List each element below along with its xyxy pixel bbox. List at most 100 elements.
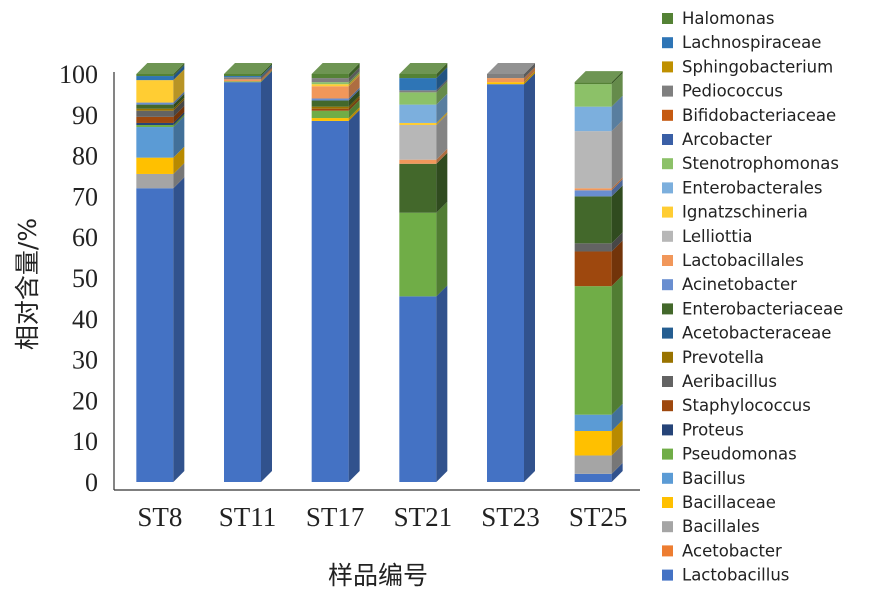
bar-stack (574, 71, 623, 482)
bar-segment (136, 97, 185, 111)
bar-segment (224, 63, 272, 77)
legend-swatch (662, 13, 673, 24)
legend-label: Staphylococcus (682, 396, 811, 415)
bar-segment (311, 87, 360, 101)
legend-swatch (662, 182, 673, 194)
bar-segment (399, 79, 448, 93)
bar-segment (136, 116, 185, 158)
legend-label: Lactobacillus (682, 566, 789, 585)
legend-item: Aeribacillus (662, 372, 777, 391)
bar-segment (487, 73, 535, 482)
legend-swatch (662, 327, 673, 339)
y-tick-label: 90 (72, 101, 98, 130)
axes (113, 72, 640, 491)
legend-swatch (662, 376, 673, 387)
legend-swatch (662, 545, 673, 557)
y-tick-label: 30 (72, 346, 98, 375)
legend-item: Bacillales (662, 517, 760, 536)
legend-swatch (662, 400, 673, 412)
bar-segment (574, 179, 623, 197)
bar-segment (136, 111, 185, 125)
bar-segment (311, 109, 360, 483)
y-tick-label: 10 (72, 427, 98, 456)
legend-label: Arcobacter (682, 130, 772, 149)
legend-label: Pediococcus (682, 82, 783, 101)
bar-segment (136, 91, 185, 105)
bar-segment (311, 95, 360, 109)
bar-segment (487, 71, 535, 85)
bar-segment (574, 177, 623, 191)
legend-label: Pseudomonas (682, 445, 797, 464)
legend-swatch (662, 424, 673, 436)
legend-item: Proteus (662, 420, 744, 439)
y-tick-label: 0 (85, 468, 98, 497)
legend-label: Ignatzschineria (682, 203, 808, 222)
bar-segment (399, 93, 448, 123)
bar-segment (574, 240, 623, 287)
legend-item: Acetobacter (662, 541, 782, 560)
bar-segment (136, 93, 185, 109)
legend-label: Acetobacter (682, 541, 782, 560)
legend-swatch (662, 569, 673, 581)
bar-segment (574, 95, 623, 132)
bar-segment (136, 105, 185, 123)
legend-swatch (662, 497, 673, 508)
bar-segment (224, 65, 272, 78)
bars (136, 63, 623, 483)
bar-segment (224, 71, 272, 482)
bar-segment (311, 99, 360, 119)
legend-label: Bifidobacteriaceae (682, 106, 836, 125)
y-tick-label: 20 (72, 386, 98, 415)
legend-swatch (662, 85, 673, 97)
bar-segment (574, 71, 623, 85)
y-tick-label: 100 (59, 60, 98, 89)
x-tick-label: ST23 (481, 502, 540, 532)
bar-segment (574, 275, 623, 415)
legend-item: Enterobacterales (662, 178, 823, 197)
legend-swatch (662, 206, 673, 218)
legend-item: Halomonas (662, 9, 775, 28)
bar-segment (311, 89, 360, 107)
legend-item: Bacillus (662, 469, 745, 488)
legend-swatch (662, 351, 673, 363)
legend-item: Acinetobacter (662, 275, 797, 294)
bar-stack (311, 63, 360, 483)
x-axis-title: 样品编号 (328, 561, 428, 590)
legend-swatch (662, 134, 673, 145)
bar-segment (136, 65, 185, 81)
y-tick-label: 70 (72, 182, 98, 211)
y-tick-label: 80 (72, 142, 98, 171)
bar-segment (311, 75, 360, 99)
x-tick-label: ST21 (394, 502, 453, 532)
legend-label: Aeribacillus (682, 372, 777, 391)
legend-item: Acetobacteraceae (662, 324, 831, 343)
bar-segment (136, 146, 185, 174)
x-tick-label: ST25 (569, 502, 628, 532)
y-axis-title: 相对含量/% (13, 218, 42, 350)
bar-segment (311, 71, 360, 85)
y-tick-label: 40 (72, 305, 98, 334)
legend-label: Bacillus (682, 469, 745, 488)
legend-item: Sphingobacterium (662, 57, 833, 76)
legend-label: Lelliottia (682, 227, 753, 246)
legend-swatch (662, 37, 673, 49)
legend-item: Lachnospiraceae (662, 33, 821, 52)
bar-segment (574, 420, 623, 456)
legend-item: Pseudomonas (662, 445, 797, 464)
legend-swatch (662, 109, 673, 121)
legend-swatch (662, 521, 673, 533)
legend-swatch (662, 448, 673, 460)
legend-label: Lactobacillales (682, 251, 804, 270)
bar-segment (574, 185, 623, 244)
bar-segment (399, 63, 448, 79)
legend-item: Lactobacillales (662, 251, 804, 270)
bar-segment (399, 114, 448, 160)
bar-segment (399, 152, 448, 213)
y-tick-labels: 0 10 20 30 40 50 60 70 80 90 100 (59, 60, 98, 497)
bar-segment (399, 111, 448, 125)
legend-label: Stenotrophomonas (682, 154, 839, 173)
x-tick-labels: ST8 ST11 ST17 ST21 ST23 ST25 (137, 502, 627, 532)
legend-item: Pediococcus (662, 82, 783, 101)
bar-segment (136, 69, 185, 103)
bar-segment (399, 81, 448, 105)
